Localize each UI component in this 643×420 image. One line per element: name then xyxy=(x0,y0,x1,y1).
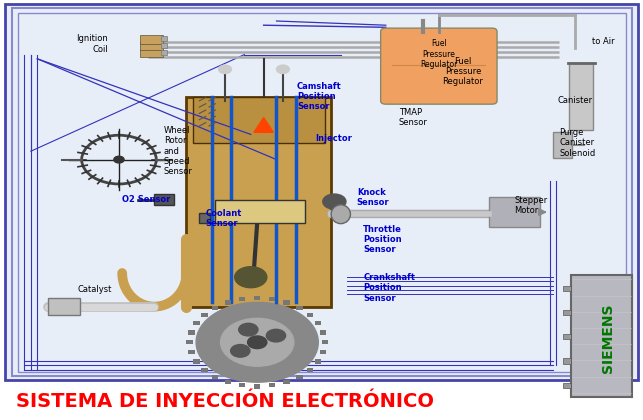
Bar xyxy=(563,358,571,363)
Bar xyxy=(161,36,167,41)
FancyBboxPatch shape xyxy=(381,28,497,104)
Bar xyxy=(193,321,199,325)
Bar xyxy=(320,331,326,335)
Text: Canister: Canister xyxy=(558,96,593,105)
Bar xyxy=(212,375,219,379)
Bar xyxy=(188,350,195,354)
Bar xyxy=(284,300,290,304)
Circle shape xyxy=(231,344,250,357)
Circle shape xyxy=(276,65,289,73)
Bar xyxy=(315,321,322,325)
Bar xyxy=(140,49,163,57)
Circle shape xyxy=(323,194,346,209)
Circle shape xyxy=(248,336,267,349)
Bar xyxy=(571,275,632,397)
Bar xyxy=(154,194,174,205)
Bar xyxy=(201,313,208,317)
Ellipse shape xyxy=(331,205,350,223)
Text: Purge
Canister
Solenoid: Purge Canister Solenoid xyxy=(559,128,595,158)
Bar xyxy=(224,300,231,304)
Text: Stepper
Motor: Stepper Motor xyxy=(514,196,548,215)
Bar xyxy=(307,313,313,317)
Text: Knock
Sensor: Knock Sensor xyxy=(357,188,390,207)
Circle shape xyxy=(235,267,267,288)
Bar xyxy=(140,42,163,50)
Text: Catalyst: Catalyst xyxy=(77,285,111,294)
Bar xyxy=(239,383,246,387)
Bar xyxy=(563,383,571,388)
Bar xyxy=(563,310,571,315)
Bar xyxy=(186,340,193,344)
Bar xyxy=(315,360,322,364)
Circle shape xyxy=(196,302,318,382)
Bar xyxy=(5,4,638,380)
Bar xyxy=(296,375,302,379)
Bar xyxy=(48,298,80,315)
Bar xyxy=(193,97,325,143)
Circle shape xyxy=(239,323,258,336)
Bar xyxy=(201,368,208,372)
Bar xyxy=(569,63,593,130)
Bar xyxy=(193,360,199,364)
Circle shape xyxy=(266,329,285,342)
Bar xyxy=(161,43,167,48)
Bar xyxy=(269,383,275,387)
Text: Wheel
Rotor
and
Speed
Sensor: Wheel Rotor and Speed Sensor xyxy=(164,126,193,176)
Bar xyxy=(553,132,572,158)
Text: TMAP
Sensor: TMAP Sensor xyxy=(399,108,428,127)
Bar xyxy=(307,368,313,372)
Bar xyxy=(224,380,231,384)
Bar xyxy=(296,306,302,310)
Bar xyxy=(489,197,540,227)
Bar xyxy=(161,50,167,55)
Text: O2 Sensor: O2 Sensor xyxy=(122,195,170,204)
Bar xyxy=(186,97,331,307)
Circle shape xyxy=(221,318,294,366)
Bar xyxy=(269,297,275,302)
Text: Throttle
Position
Sensor: Throttle Position Sensor xyxy=(363,225,402,254)
Bar xyxy=(284,380,290,384)
Text: Camshaft
Position
Sensor: Camshaft Position Sensor xyxy=(297,82,342,111)
Bar xyxy=(199,213,210,223)
Text: Crankshaft
Position
Sensor: Crankshaft Position Sensor xyxy=(363,273,415,302)
Bar xyxy=(563,286,571,291)
Text: Fuel
Pressure
Regulator: Fuel Pressure Regulator xyxy=(420,39,458,69)
Text: SIEMENS: SIEMENS xyxy=(601,303,615,373)
Circle shape xyxy=(114,156,124,163)
Bar xyxy=(254,384,260,388)
Bar xyxy=(239,297,246,302)
Polygon shape xyxy=(254,118,273,132)
Bar xyxy=(254,296,260,300)
Bar xyxy=(212,306,219,310)
Text: Ignition
Coil: Ignition Coil xyxy=(77,34,108,54)
Bar xyxy=(18,13,626,372)
Bar xyxy=(188,331,195,335)
Text: Injector: Injector xyxy=(315,134,352,143)
Text: Fuel
Pressure
Regulator: Fuel Pressure Regulator xyxy=(442,57,484,86)
Bar xyxy=(320,350,326,354)
Bar xyxy=(322,340,328,344)
Bar xyxy=(215,200,305,223)
Text: Coolant
Sensor: Coolant Sensor xyxy=(206,209,242,228)
Bar xyxy=(12,8,632,376)
Circle shape xyxy=(219,65,231,73)
Text: to Air: to Air xyxy=(592,37,614,47)
Bar xyxy=(140,35,163,44)
Bar xyxy=(563,334,571,339)
Text: SISTEMA DE INYECCIÓN ELECTRÓNICO: SISTEMA DE INYECCIÓN ELECTRÓNICO xyxy=(16,391,434,411)
